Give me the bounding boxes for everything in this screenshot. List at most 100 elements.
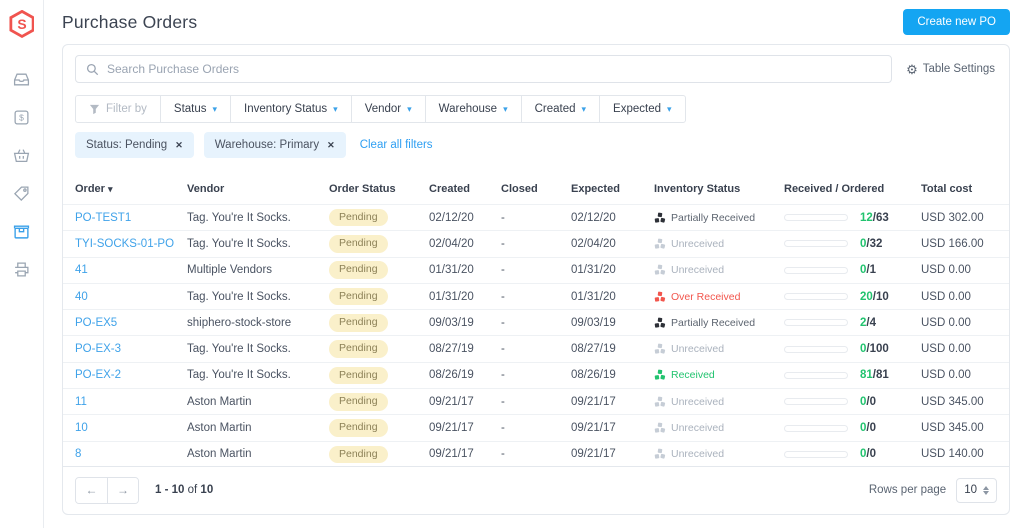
inventory-status-label: Unreceived [671, 264, 725, 277]
order-link[interactable]: PO-TEST1 [75, 211, 132, 224]
table-settings-button[interactable]: ⚙ Table Settings [906, 63, 997, 76]
sidebar-item-purchase-orders[interactable] [13, 222, 31, 240]
ordered-count: /63 [872, 211, 889, 224]
progress-bar [784, 293, 848, 301]
filter-chip-status-pending[interactable]: Status: Pending ✕ [75, 132, 194, 158]
chevron-down-icon: ▾ [503, 103, 508, 114]
vendor-cell: Tag. You're It Socks. [187, 211, 291, 224]
order-link[interactable]: 41 [75, 264, 88, 277]
sidebar-item-tags[interactable] [13, 184, 31, 202]
updown-carets-icon [983, 485, 989, 495]
order-link[interactable]: 40 [75, 290, 88, 303]
received-count: 0 [860, 237, 867, 250]
close-icon[interactable]: ✕ [175, 139, 183, 150]
sidebar-item-products[interactable] [13, 146, 31, 164]
column-header-created[interactable]: Created [429, 183, 470, 195]
total-cost-cell: USD 140.00 [921, 448, 984, 461]
column-header-closed[interactable]: Closed [501, 183, 538, 195]
filter-expected-label: Expected [613, 103, 661, 115]
order-status-badge: Pending [329, 314, 388, 332]
filter-by-label: Filter by [106, 103, 147, 115]
filter-status-dropdown[interactable]: Status ▾ [159, 95, 232, 123]
filter-expected-dropdown[interactable]: Expected ▾ [599, 95, 686, 123]
received-ordered-cell: 0/0 [784, 422, 921, 434]
order-status-badge: Pending [329, 340, 388, 358]
filter-warehouse-label: Warehouse [438, 103, 498, 115]
expected-cell: 09/21/17 [571, 422, 616, 435]
column-header-inventory-status[interactable]: Inventory Status [654, 183, 741, 195]
pagination-status: 1 - 10 of 10 [155, 484, 214, 497]
filter-vendor-dropdown[interactable]: Vendor ▾ [350, 95, 426, 123]
vendor-cell: Tag. You're It Socks. [187, 290, 291, 303]
created-cell: 09/03/19 [429, 316, 474, 329]
order-link[interactable]: PO-EX5 [75, 316, 118, 329]
funnel-icon [89, 104, 100, 114]
received-count: 12 [860, 211, 873, 224]
progress-bar [784, 398, 848, 406]
sidebar-item-print[interactable] [13, 260, 31, 278]
created-cell: 09/21/17 [429, 448, 474, 461]
inventory-status-label: Unreceived [671, 422, 725, 435]
order-link[interactable]: 10 [75, 422, 88, 435]
vendor-cell: Tag. You're It Socks. [187, 237, 291, 250]
inventory-status-cell: Unreceived [654, 264, 784, 276]
inventory-status-cell: Unreceived [654, 448, 784, 460]
create-new-po-button[interactable]: Create new PO [903, 9, 1010, 35]
previous-page-button[interactable]: ← [76, 477, 107, 503]
filter-created-dropdown[interactable]: Created ▾ [520, 95, 601, 123]
next-page-button[interactable]: → [107, 477, 138, 503]
progress-bar [784, 424, 848, 432]
order-status-badge: Pending [329, 419, 388, 437]
shiphero-logo-icon[interactable]: S [8, 9, 35, 39]
inbox-icon [13, 73, 30, 85]
received-ordered-cell: 0/0 [784, 448, 921, 460]
vendor-cell: Aston Martin [187, 448, 252, 461]
order-link[interactable]: 11 [75, 395, 87, 408]
search-input[interactable] [107, 62, 882, 76]
clear-all-filters-link[interactable]: Clear all filters [359, 139, 433, 151]
created-cell: 08/26/19 [429, 369, 474, 382]
filter-created-label: Created [534, 103, 576, 115]
inventory-boxes-icon [654, 370, 666, 381]
column-header-order-status[interactable]: Order Status [329, 183, 396, 195]
order-link[interactable]: TYI-SOCKS-01-PO [75, 237, 175, 250]
filter-chip-warehouse-primary[interactable]: Warehouse: Primary ✕ [203, 132, 346, 158]
total-cost-cell: USD 0.00 [921, 316, 971, 329]
column-header-vendor[interactable]: Vendor [187, 183, 225, 195]
inventory-status-label: Partially Received [671, 211, 756, 224]
sidebar-item-billing[interactable]: $ [13, 108, 31, 126]
inventory-status-label: Unreceived [671, 395, 725, 408]
svg-text:S: S [17, 16, 26, 32]
filter-warehouse-dropdown[interactable]: Warehouse ▾ [424, 95, 522, 123]
search-box[interactable] [75, 55, 893, 83]
column-header-total-cost[interactable]: Total cost [921, 183, 973, 195]
column-header-received-ordered[interactable]: Received / Ordered [784, 183, 885, 195]
filter-inventory-status-dropdown[interactable]: Inventory Status ▾ [230, 95, 352, 123]
created-cell: 09/21/17 [429, 395, 474, 408]
rows-per-page-select[interactable]: 10 [956, 477, 997, 503]
ordered-count: /10 [872, 290, 889, 303]
received-count: 2 [860, 316, 867, 329]
progress-bar [784, 345, 848, 353]
inventory-status-cell: Partially Received [654, 317, 784, 329]
purchase-orders-card: ⚙ Table Settings Filter by Status ▾ Inven… [62, 44, 1010, 515]
page-header: Purchase Orders Create new PO [62, 0, 1010, 44]
order-link[interactable]: PO-EX-2 [75, 369, 122, 382]
order-link[interactable]: PO-EX-3 [75, 343, 122, 356]
order-link[interactable]: 8 [75, 448, 82, 461]
closed-cell: - [501, 237, 505, 250]
filter-inventory-status-label: Inventory Status [244, 103, 328, 115]
sidebar-item-orders[interactable] [13, 70, 31, 88]
inventory-status-label: Unreceived [671, 237, 725, 250]
filter-by-button[interactable]: Filter by [75, 95, 161, 123]
basket-icon [13, 148, 30, 162]
total-cost-cell: USD 0.00 [921, 369, 971, 382]
close-icon[interactable]: ✕ [327, 139, 335, 150]
search-row: ⚙ Table Settings [63, 45, 1009, 91]
order-status-badge: Pending [329, 445, 388, 464]
inventory-boxes-icon [654, 264, 666, 275]
progress-bar [784, 450, 848, 458]
chevron-down-icon: ▾ [581, 103, 587, 114]
column-header-order[interactable]: Order ▾ [75, 183, 113, 195]
column-header-expected[interactable]: Expected [571, 183, 620, 195]
